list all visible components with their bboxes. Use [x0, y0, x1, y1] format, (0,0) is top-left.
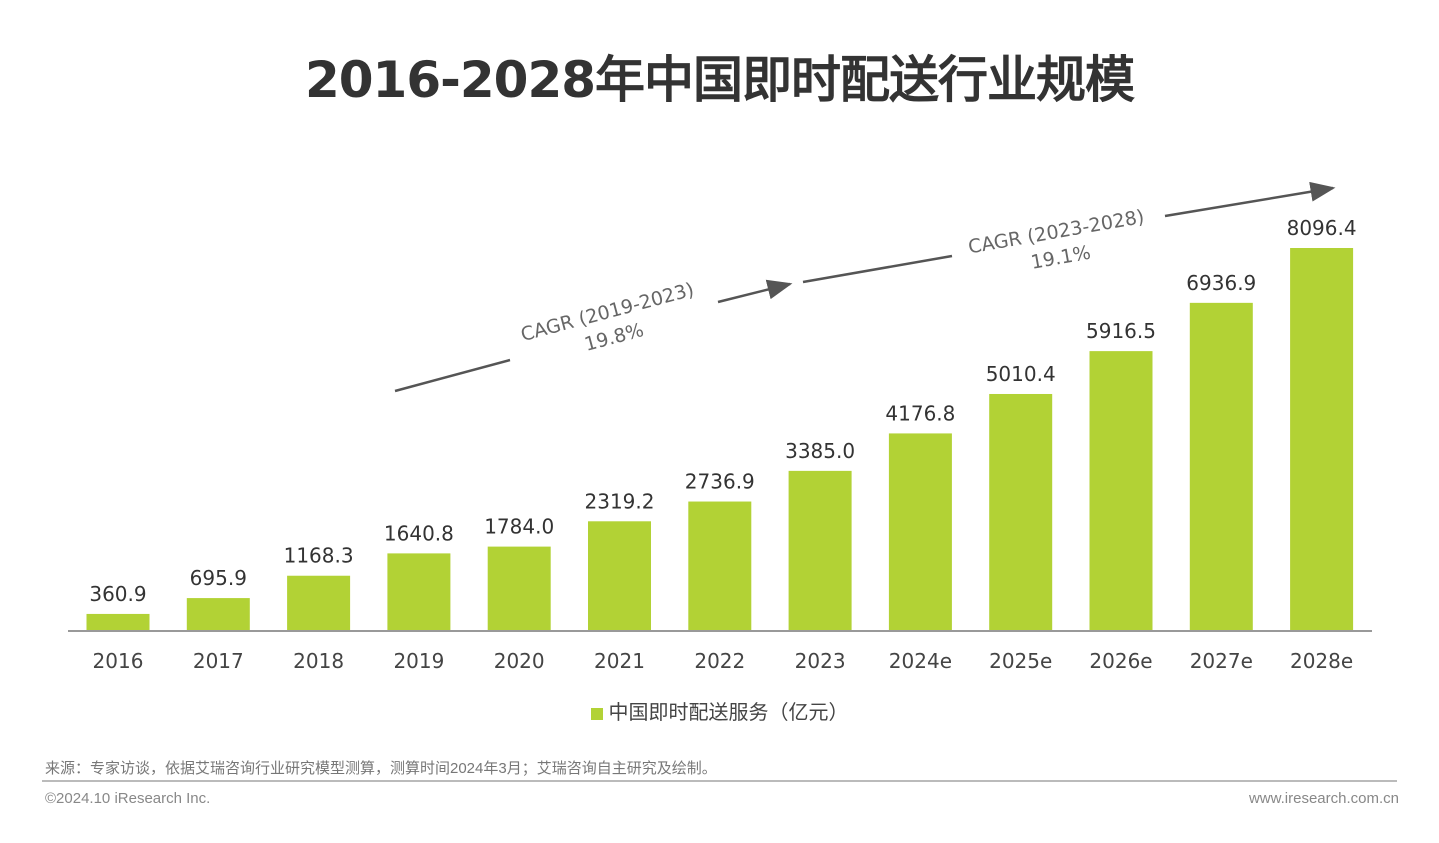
bar-2016 — [86, 613, 150, 631]
bar-2019 — [387, 553, 451, 631]
bar-2018 — [287, 575, 351, 631]
x-tick-label: 2027e — [1190, 649, 1253, 673]
x-tick-label: 2022 — [694, 649, 745, 673]
x-tick-label: 2025e — [989, 649, 1052, 673]
x-tick-label: 2018 — [293, 649, 344, 673]
x-tick-label: 2028e — [1290, 649, 1353, 673]
data-label: 360.9 — [89, 582, 146, 606]
cagr-value: 19.1% — [1029, 242, 1092, 274]
bar-2026e — [1089, 351, 1153, 631]
data-label: 695.9 — [190, 566, 247, 590]
x-tick-label: 2021 — [594, 649, 645, 673]
bar-2021 — [588, 521, 651, 631]
data-label: 1784.0 — [484, 515, 554, 539]
x-tick-label: 2024e — [889, 649, 952, 673]
bar-2023 — [788, 470, 852, 631]
legend-swatch — [590, 707, 603, 720]
data-label: 2736.9 — [685, 470, 755, 494]
website: www.iresearch.com.cn — [1248, 790, 1399, 807]
copyright: ©2024.10 iResearch Inc. — [45, 790, 211, 807]
data-label: 8096.4 — [1287, 216, 1357, 240]
x-tick-label: 2026e — [1089, 649, 1152, 673]
arrow-icon — [1164, 181, 1336, 218]
data-label: 6936.9 — [1186, 271, 1256, 295]
bar-2027e — [1189, 302, 1253, 631]
cagr-annotation-1: CAGR (2019-2023) 19.8% — [394, 279, 793, 393]
data-label: 2319.2 — [585, 489, 655, 513]
bar-2020 — [487, 546, 551, 631]
bar-2025e — [989, 393, 1053, 631]
bar-2024e — [888, 433, 952, 631]
bar-2028e — [1290, 248, 1354, 631]
bar-2022 — [688, 501, 752, 631]
divider — [42, 780, 1397, 782]
chart-title: 2016-2028年中国即时配送行业规模 — [304, 51, 1135, 109]
legend: 中国即时配送服务（亿元） — [0, 696, 1439, 725]
x-tick-label: 2020 — [494, 649, 545, 673]
data-label: 3385.0 — [785, 439, 855, 463]
data-label: 1640.8 — [384, 521, 454, 545]
x-tick-label: 2019 — [393, 649, 444, 673]
x-tick-label: 2023 — [795, 649, 846, 673]
legend-label: 中国即时配送服务（亿元） — [608, 700, 849, 724]
arrow-icon — [717, 279, 793, 304]
cagr-annotation-2: CAGR (2023-2028) 19.1% — [802, 181, 1336, 284]
data-label: 5916.5 — [1086, 319, 1156, 343]
data-label: 5010.4 — [986, 362, 1056, 386]
bar-2017 — [186, 598, 250, 631]
x-tick-label: 2016 — [93, 649, 144, 673]
x-tick-label: 2017 — [193, 649, 244, 673]
data-label: 4176.8 — [885, 401, 955, 425]
data-label: 1168.3 — [284, 544, 354, 568]
source-note: 来源：专家访谈，依据艾瑞咨询行业研究模型测算，测算时间2024年3月；艾瑞咨询自… — [45, 760, 717, 777]
